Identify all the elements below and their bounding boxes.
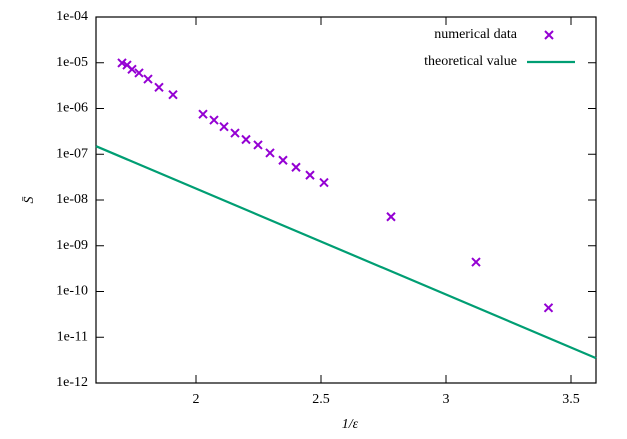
point [198, 109, 208, 119]
x-tick-label: 2 [193, 392, 200, 407]
y-axis-label: S̄ [22, 196, 37, 203]
y-tick-label: 1e-10 [56, 284, 88, 299]
point [154, 82, 164, 93]
y-tick-label: 1e-08 [56, 192, 88, 207]
line [95, 145, 597, 360]
point [265, 148, 275, 158]
point [168, 90, 178, 100]
y-tick-label: 1e-07 [56, 146, 88, 161]
plot-frame [95, 16, 597, 384]
point [305, 170, 315, 180]
x-tick-label: 2.5 [312, 392, 330, 407]
legend-label: theoretical value [424, 54, 517, 69]
point [134, 68, 144, 78]
y-tick-label: 1e-04 [56, 9, 88, 24]
point [543, 303, 554, 313]
point [127, 64, 137, 74]
point [278, 155, 288, 165]
legend-label: numerical data [434, 27, 518, 42]
point [471, 257, 481, 267]
y-tick-label: 1e-06 [56, 101, 88, 116]
point [209, 115, 219, 125]
y-tick-label: 1e-09 [56, 238, 88, 253]
point [386, 212, 396, 222]
point [117, 58, 127, 68]
x-tick-label: 3 [443, 392, 450, 407]
legend-marker [544, 30, 554, 40]
point [143, 74, 153, 84]
point [319, 177, 329, 188]
x-axis-label: 1/ε [342, 417, 359, 432]
point [230, 128, 240, 138]
x-tick-label: 3.5 [562, 392, 580, 407]
point [219, 121, 229, 132]
y-tick-label: 1e-11 [57, 329, 88, 344]
y-tick-label: 1e-05 [56, 55, 88, 70]
point [241, 134, 251, 145]
point [291, 162, 301, 172]
y-tick-label: 1e-12 [56, 375, 88, 390]
point [253, 140, 263, 150]
